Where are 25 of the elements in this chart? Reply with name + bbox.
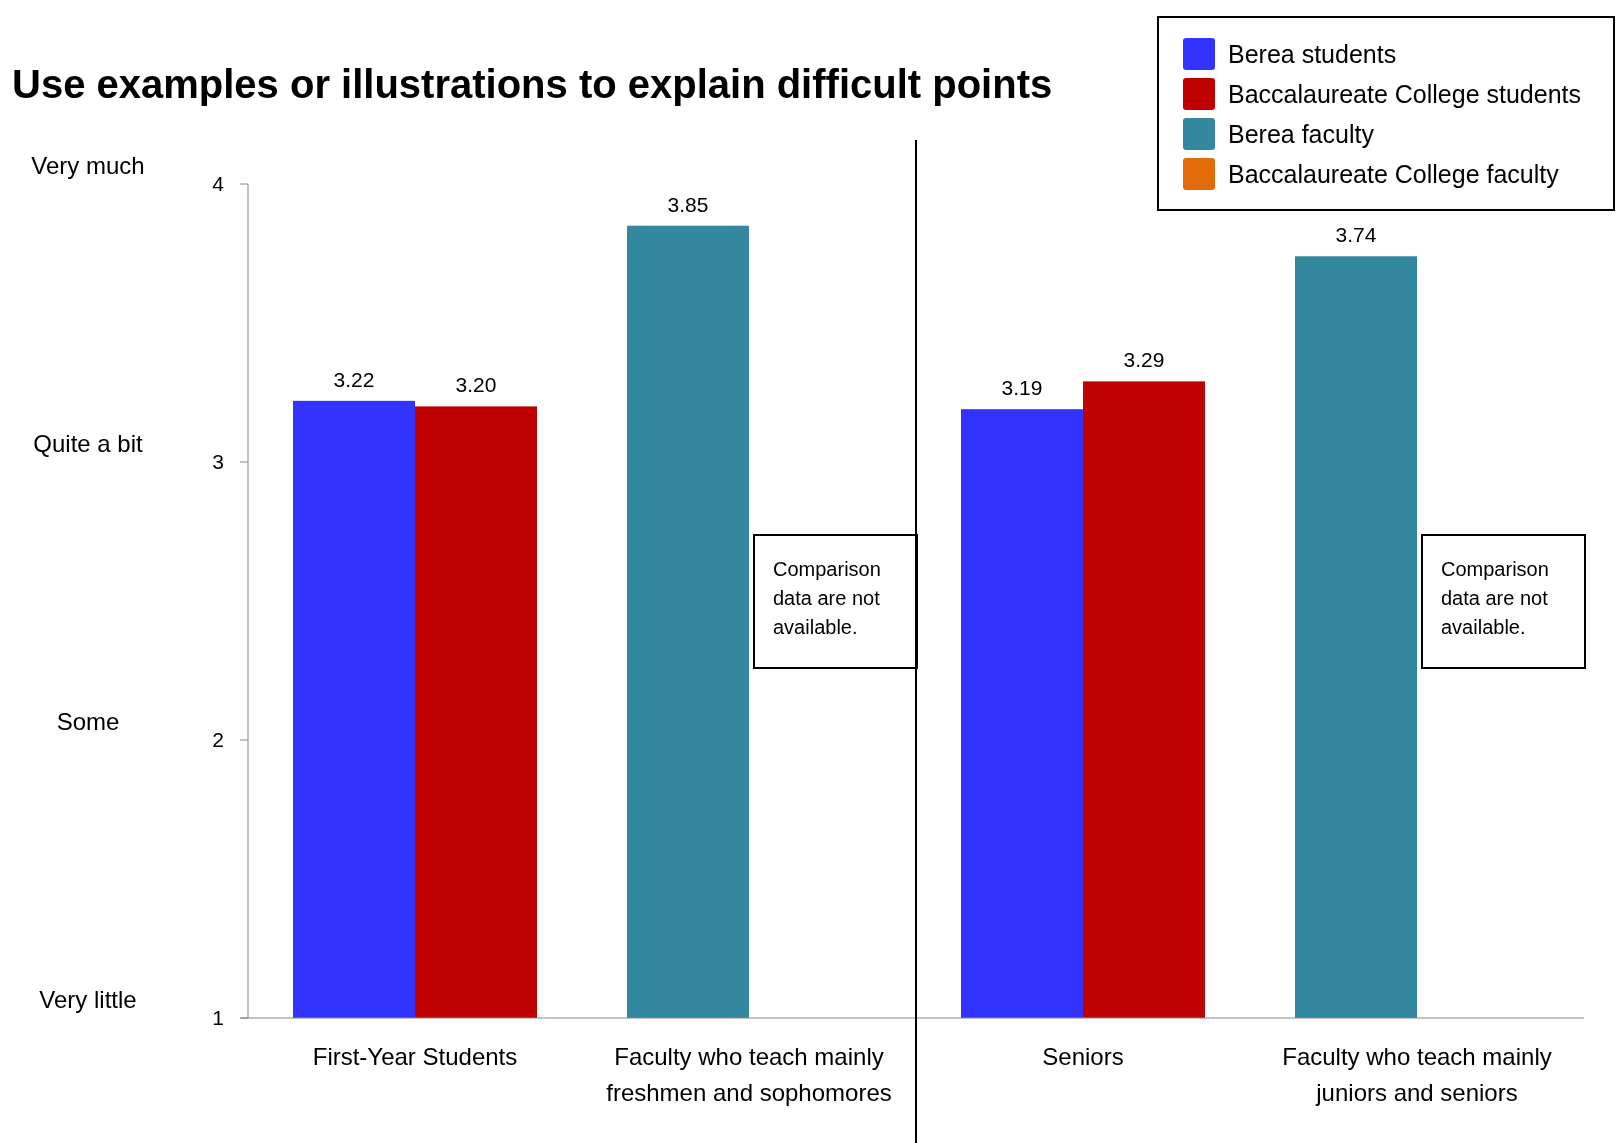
text: Very much [31, 152, 145, 179]
data-label: 3.29 [1123, 348, 1165, 372]
x-tick-label: Seniors [1042, 1043, 1124, 1070]
data-label: 3.22 [333, 367, 375, 391]
y-tick-label: 1 [212, 1006, 224, 1029]
legend-label: Berea faculty [1228, 120, 1375, 148]
y-tick-label: 3 [212, 450, 224, 473]
x-tick-label: First-Year Students [312, 1043, 518, 1070]
y-tick-label: 2 [212, 728, 224, 751]
y-tick-label: 4 [212, 172, 225, 195]
annotation: Comparison data are not available. [1441, 558, 1549, 638]
text: Very little [39, 986, 137, 1013]
legend-label: Baccalaureate College faculty [1228, 160, 1560, 188]
x-tick-label: Faculty who teach mainly juniors and seniors [1282, 1043, 1552, 1106]
legend-label: Berea students [1228, 40, 1397, 68]
text: Some [56, 708, 120, 735]
data-label: 3.74 [1335, 223, 1377, 247]
annotation: Comparison data are not available. [773, 558, 881, 638]
data-label: 3.19 [1001, 376, 1043, 400]
text: Quite a bit [33, 430, 144, 457]
chart-title: Use examples or illustrations to explain difficult points [12, 62, 1053, 106]
legend-label: Baccalaureate College students [1228, 80, 1582, 108]
data-label: 3.20 [455, 373, 497, 397]
data-label: 3.85 [667, 192, 709, 216]
x-tick-label: Faculty who teach mainly freshmen and sophomores [606, 1043, 892, 1106]
